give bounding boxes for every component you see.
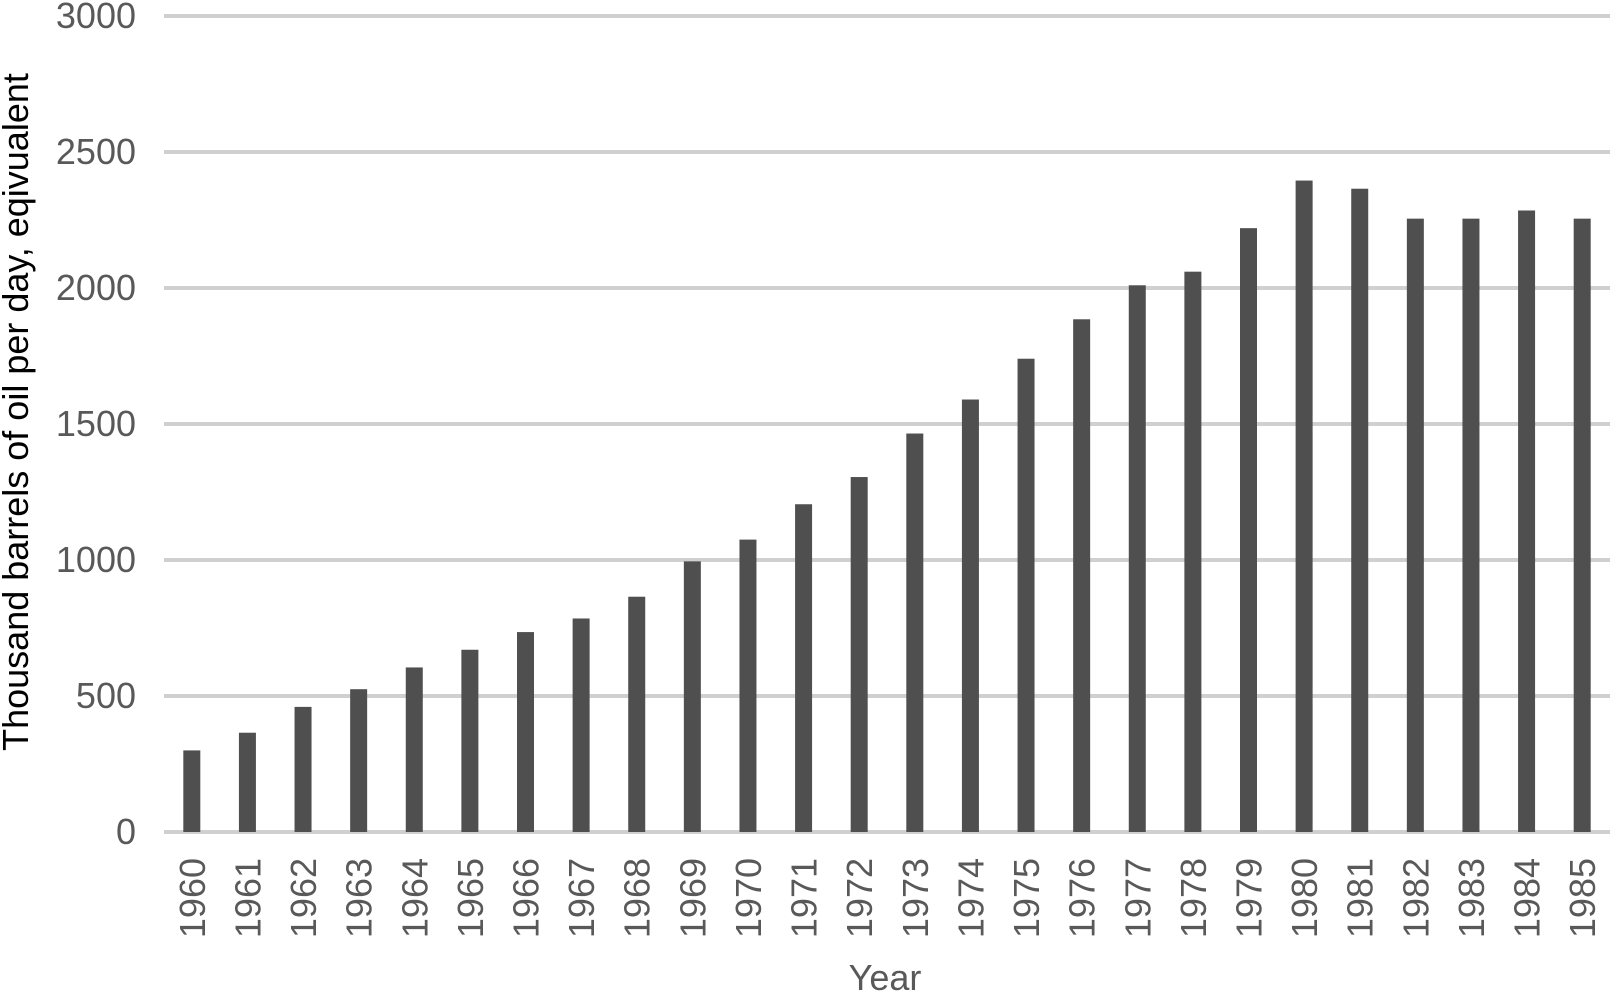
bar-1973 (906, 433, 924, 832)
bar-1982 (1406, 218, 1424, 832)
bar-1967 (572, 618, 590, 832)
x-tick-label: 1979 (1229, 858, 1270, 938)
bar-1974 (961, 399, 979, 832)
x-tick-label: 1969 (672, 858, 713, 938)
bars (183, 180, 1591, 833)
x-tick-label: 1967 (561, 858, 602, 938)
y-axis-title: Thousand barrels of oil per day, eqivual… (0, 73, 36, 751)
x-tick-label: 1985 (1562, 858, 1603, 938)
bar-1972 (850, 477, 868, 832)
x-tick-label: 1978 (1173, 858, 1214, 938)
bar-1978 (1184, 271, 1202, 832)
bar-1970 (739, 539, 757, 832)
gridlines (164, 14, 1610, 834)
x-tick-label: 1966 (506, 858, 547, 938)
y-axis-ticks: 0 500 1000 1500 2000 2500 3000 (56, 0, 136, 852)
x-tick-label: 1974 (950, 858, 991, 938)
x-tick-label: 1960 (172, 858, 213, 938)
bar-1960 (183, 750, 201, 832)
bar-1961 (238, 732, 256, 832)
x-tick-label: 1965 (450, 858, 491, 938)
bar-1964 (405, 667, 423, 832)
bar-1985 (1573, 218, 1591, 832)
x-tick-label: 1981 (1340, 858, 1381, 938)
x-tick-label: 1976 (1062, 858, 1103, 938)
y-tick-label: 0 (116, 811, 136, 852)
bar-1980 (1295, 180, 1313, 832)
x-tick-label: 1982 (1395, 858, 1436, 938)
y-tick-label: 500 (76, 675, 136, 716)
bar-1971 (795, 504, 813, 832)
bar-1963 (350, 689, 368, 832)
y-tick-label: 2500 (56, 131, 136, 172)
bar-1966 (517, 632, 534, 832)
x-axis-ticks: 1960 1961 1962 1963 1964 1965 1966 1967 1968 1969… (172, 858, 1603, 938)
x-tick-label: 1983 (1451, 858, 1492, 938)
y-tick-label: 2000 (56, 267, 136, 308)
x-tick-label: 1962 (283, 858, 324, 938)
y-tick-label: 3000 (56, 0, 136, 36)
x-tick-label: 1964 (394, 858, 435, 938)
bar-1962 (294, 706, 312, 832)
x-tick-label: 1980 (1284, 858, 1325, 938)
x-tick-label: 1970 (728, 858, 769, 938)
bar-1977 (1128, 285, 1146, 832)
x-tick-label: 1984 (1507, 858, 1548, 938)
y-tick-label: 1500 (56, 403, 136, 444)
x-tick-label: 1977 (1117, 858, 1158, 938)
x-axis-title: Year (849, 957, 922, 993)
x-tick-label: 1963 (339, 858, 380, 938)
x-tick-label: 1972 (839, 858, 880, 938)
x-tick-label: 1961 (227, 858, 268, 938)
bar-1975 (1017, 358, 1035, 832)
x-tick-label: 1973 (895, 858, 936, 938)
x-tick-label: 1975 (1006, 858, 1047, 938)
bar-1965 (461, 649, 479, 832)
bar-1976 (1073, 319, 1091, 832)
bar-1981 (1351, 188, 1369, 833)
bar-1968 (628, 596, 646, 832)
x-tick-label: 1968 (617, 858, 658, 938)
y-tick-label: 1000 (56, 539, 136, 580)
x-tick-label: 1971 (784, 858, 825, 938)
bar-1969 (683, 561, 701, 832)
bar-1983 (1462, 218, 1480, 832)
bar-1984 (1518, 210, 1536, 833)
bar-1979 (1240, 228, 1257, 832)
